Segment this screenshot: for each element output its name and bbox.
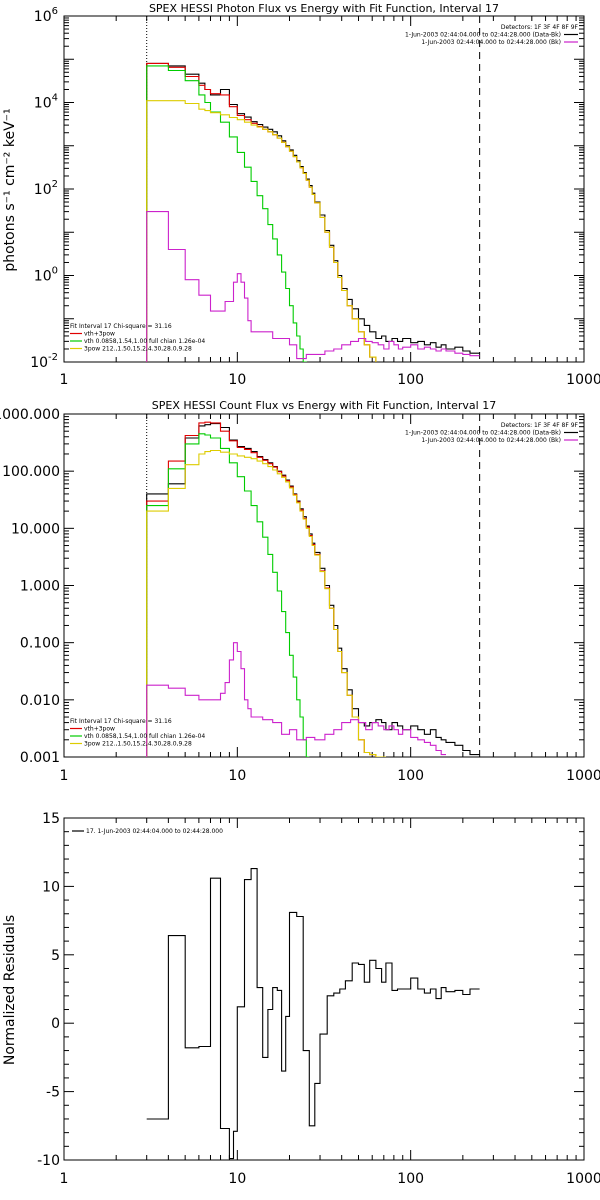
x-tick-label: 1000 <box>566 1171 600 1187</box>
legend-entry: Detectors: 1F 3F 4F 8F 9F <box>501 422 579 429</box>
plot-frame <box>63 817 585 1161</box>
chart-title: SPEX HESSI Count Flux vs Energy with Fit… <box>152 399 496 412</box>
y-axis-label: Normalized Residuals <box>2 915 18 1065</box>
legend-entry: 17. 1-Jun-2003 02:44:04.000 to 02:44:28.… <box>86 828 223 835</box>
y-tick-base: 10 <box>34 96 52 112</box>
y-tick-base: 10 <box>34 9 52 25</box>
y-tick-label: 10 <box>42 879 60 895</box>
y-tick-label: 1000.000 <box>0 407 60 423</box>
legend-entry: 3pow 212.,1.50,15.2,4.30,28.0,9.28 <box>84 346 192 353</box>
series-line-1 <box>146 868 480 1160</box>
x-tick-label: 100 <box>397 1171 424 1187</box>
x-tick-label: 1000 <box>566 372 600 388</box>
legend-entry: 1-Jun-2003 02:44:04.000 to 02:44:28.000 … <box>421 437 561 444</box>
series-line-2 <box>146 62 377 362</box>
legend-entry: Detectors: 1F 3F 4F 8F 9F <box>501 24 579 31</box>
y-tick-label: 0.100 <box>20 636 60 652</box>
legend-entry: 1-Jun-2003 02:44:04.000 to 02:44:28.000 … <box>405 430 561 437</box>
y-tick-label: 104 <box>34 93 58 112</box>
y-tick-label: -10 <box>37 1153 60 1169</box>
chart-panel-2: SPEX HESSI Count Flux vs Energy with Fit… <box>0 399 600 784</box>
series-layer <box>146 62 480 362</box>
series-line-5 <box>146 211 480 362</box>
plot-frame <box>63 15 585 363</box>
x-tick-label: 100 <box>397 768 424 784</box>
y-tick-label: 102 <box>34 179 58 198</box>
plot-frame <box>63 413 585 758</box>
y-tick-exponent: 6 <box>52 6 58 17</box>
y-tick-exponent: 0 <box>52 266 58 277</box>
y-tick-base: 10 <box>30 355 48 371</box>
legend-entry: 3pow 212.,1.50,15.2,4.30,28.0,9.28 <box>84 741 192 748</box>
legend-entry: Fit Interval 17 Chi-square = 31.16 <box>70 323 172 330</box>
y-tick-label: 10-2 <box>30 352 58 371</box>
x-tick-label: 10 <box>228 1171 246 1187</box>
legend-entry: vth+3pow <box>84 726 115 733</box>
series-line-2 <box>146 421 386 757</box>
series-line-4 <box>146 100 377 362</box>
y-tick-label: 106 <box>34 6 58 25</box>
y-tick-base: 10 <box>34 182 52 198</box>
series-line-1 <box>146 62 480 362</box>
x-tick-label: 10 <box>228 372 246 388</box>
y-tick-exponent: 2 <box>52 179 58 190</box>
legend-entry: Fit Interval 17 Chi-square = 31.16 <box>70 718 172 725</box>
y-tick-exponent: 4 <box>52 93 58 104</box>
y-tick-label: 0.010 <box>20 693 60 709</box>
chart-title: SPEX HESSI Photon Flux vs Energy with Fi… <box>149 2 499 15</box>
legend-entry: vth 0.0858,1.54,1.00 full chian 1.26e-04 <box>84 733 205 740</box>
x-tick-label: 1 <box>60 372 69 388</box>
y-tick-label: 1.000 <box>20 579 60 595</box>
legend-entry: 1-Jun-2003 02:44:04.000 to 02:44:28.000 … <box>421 39 561 46</box>
series-layer <box>146 421 480 757</box>
series-line-3 <box>146 433 310 757</box>
series-line-4 <box>146 449 386 757</box>
y-tick-label: -5 <box>46 1085 60 1101</box>
x-tick-label: 1000 <box>566 768 600 784</box>
y-tick-base: 10 <box>34 269 52 285</box>
y-tick-label: 0 <box>51 1016 60 1032</box>
series-line-5 <box>146 642 446 757</box>
y-tick-label: 100 <box>34 266 58 285</box>
y-tick-label: 10.000 <box>11 521 60 537</box>
y-tick-label: 15 <box>42 811 60 827</box>
legend-entry: vth 0.0858,1.54,1.00 full chian 1.26e-04 <box>84 338 205 345</box>
chart-panel-1: SPEX HESSI Photon Flux vs Energy with Fi… <box>2 2 600 388</box>
series-layer <box>146 868 480 1160</box>
y-tick-label: 5 <box>51 948 60 964</box>
legend-entry: vth+3pow <box>84 331 115 338</box>
y-axis-label: photons s⁻¹ cm⁻² keV⁻¹ <box>2 108 18 271</box>
chart-panel-3: 1 10 100 1000 -10 -5 0 5 10 15 Normalized Residual… <box>2 811 600 1187</box>
x-tick-label: 100 <box>397 372 424 388</box>
series-line-1 <box>146 423 480 757</box>
x-tick-label: 1 <box>60 1171 69 1187</box>
series-line-3 <box>146 65 307 362</box>
legend-entry: 1-Jun-2003 02:44:04.000 to 02:44:28.000 … <box>405 32 561 39</box>
x-tick-label: 10 <box>228 768 246 784</box>
x-tick-label: 1 <box>60 768 69 784</box>
y-tick-label: 0.001 <box>20 750 60 766</box>
y-tick-label: 100.000 <box>2 464 60 480</box>
y-tick-exponent: -2 <box>48 352 58 363</box>
